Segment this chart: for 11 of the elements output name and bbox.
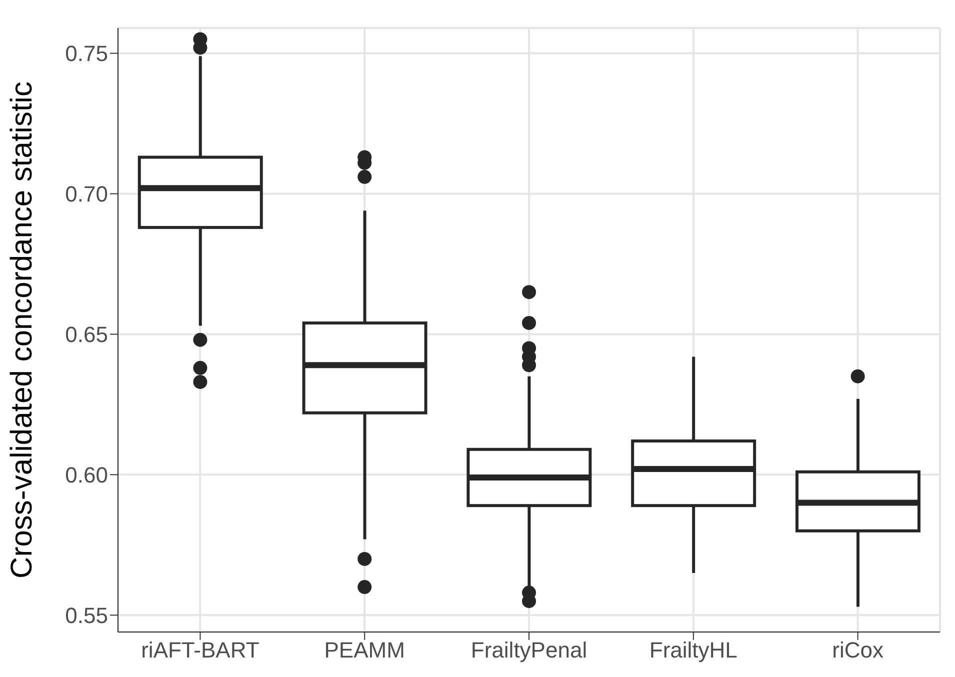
x-tick-label: FrailtyPenal — [470, 638, 588, 663]
x-tick-label: riCox — [832, 638, 884, 663]
y-tick-label: 0.55 — [65, 602, 108, 628]
y-tick-label: 0.70 — [65, 182, 108, 207]
x-tick-label: FrailtyHL — [649, 638, 738, 663]
x-tick-label: riAFT-BART — [141, 638, 260, 663]
x-tick-label: PEAMM — [324, 638, 405, 663]
y-axis-title: Cross-validated concordance statistic — [6, 82, 39, 578]
y-tick-label: 0.60 — [65, 462, 108, 488]
y-tick-label: 0.75 — [65, 41, 108, 66]
y-tick-label: 0.65 — [65, 322, 108, 348]
